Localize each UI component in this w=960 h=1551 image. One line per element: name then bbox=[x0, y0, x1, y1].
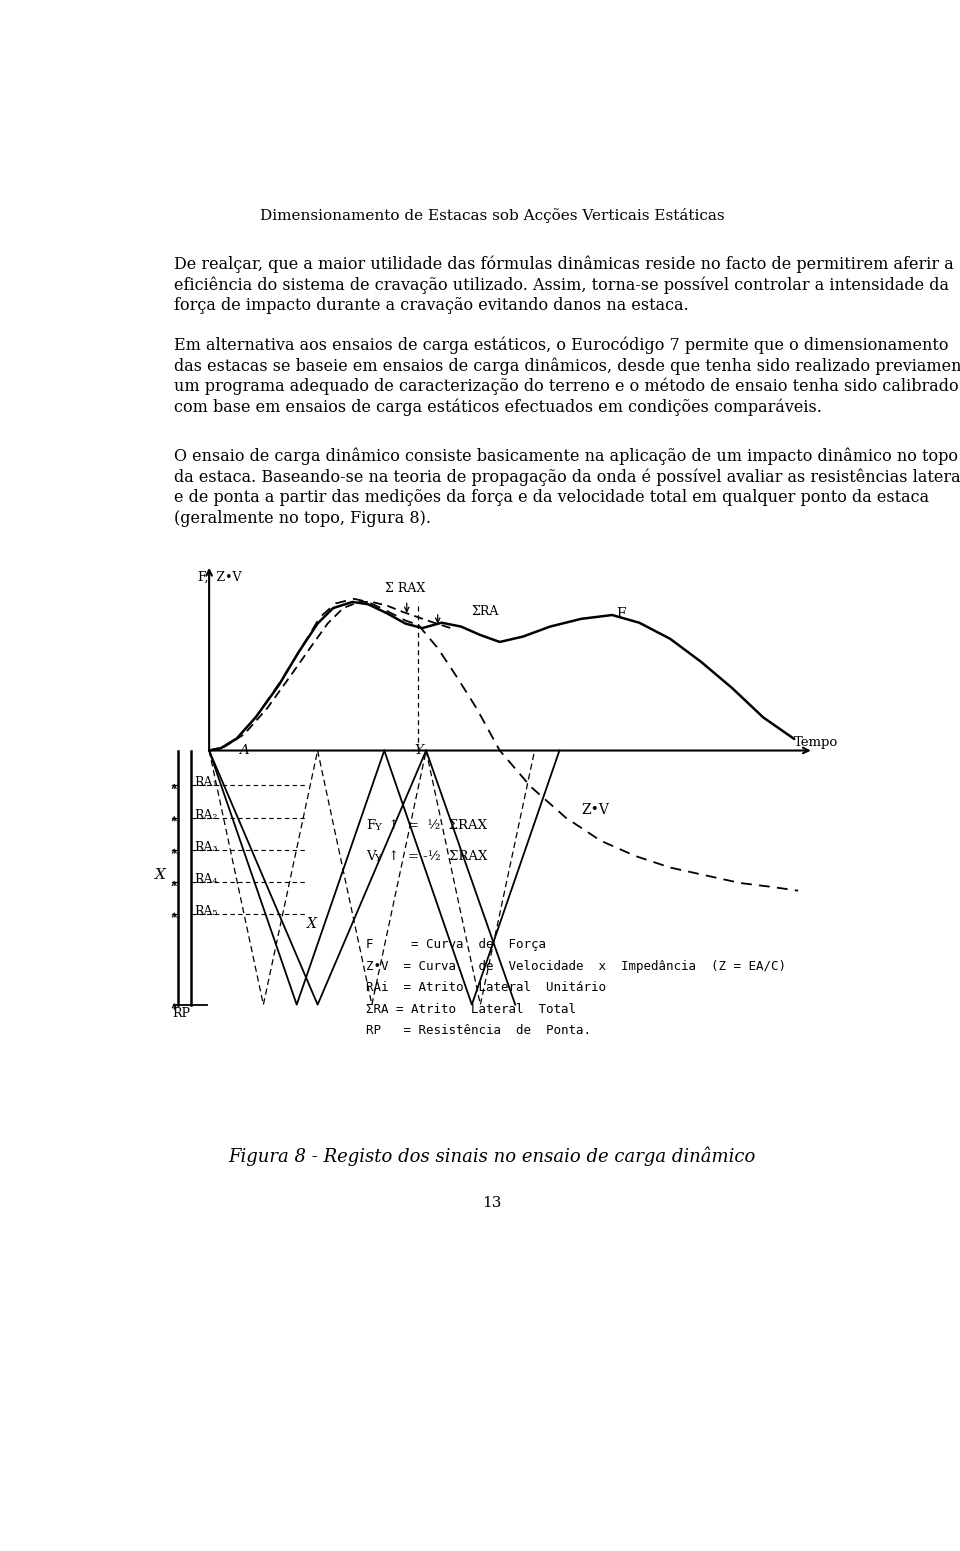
Text: um programa adequado de caracterização do terreno e o método de ensaio tenha sid: um programa adequado de caracterização d… bbox=[175, 378, 959, 396]
Text: F     = Curva  de  Força: F = Curva de Força bbox=[367, 938, 546, 951]
Text: Y: Y bbox=[414, 743, 422, 757]
Text: Y: Y bbox=[374, 824, 381, 831]
Text: (geralmente no topo, Figura 8).: (geralmente no topo, Figura 8). bbox=[175, 510, 431, 527]
Text: Dimensionamento de Estacas sob Acções Verticais Estáticas: Dimensionamento de Estacas sob Acções Ve… bbox=[260, 208, 724, 223]
Text: eficiência do sistema de cravação utilizado. Assim, torna-se possível controlar : eficiência do sistema de cravação utiliz… bbox=[175, 276, 949, 293]
Text: da estaca. Baseando-se na teoria de propagação da onda é possível avaliar as res: da estaca. Baseando-se na teoria de prop… bbox=[175, 468, 960, 485]
Text: F,  Z•V: F, Z•V bbox=[198, 571, 241, 585]
Text: RA₅: RA₅ bbox=[194, 904, 218, 918]
Text: O ensaio de carga dinâmico consiste basicamente na aplicação de um impacto dinâm: O ensaio de carga dinâmico consiste basi… bbox=[175, 448, 958, 465]
Text: Tempo: Tempo bbox=[794, 735, 838, 749]
Text: RA₂: RA₂ bbox=[194, 808, 218, 822]
Text: e de ponta a partir das medições da força e da velocidade total em qualquer pont: e de ponta a partir das medições da forç… bbox=[175, 490, 929, 507]
Text: X: X bbox=[155, 869, 166, 883]
Text: RA₁: RA₁ bbox=[194, 777, 218, 789]
Text: com base em ensaios de carga estáticos efectuados em condições comparáveis.: com base em ensaios de carga estáticos e… bbox=[175, 399, 822, 416]
Text: V: V bbox=[367, 850, 376, 862]
Text: RA₄: RA₄ bbox=[194, 873, 218, 886]
Text: Σ RAX: Σ RAX bbox=[385, 582, 425, 594]
Text: De realçar, que a maior utilidade das fórmulas dinâmicas reside no facto de perm: De realçar, que a maior utilidade das fó… bbox=[175, 256, 954, 273]
Text: F: F bbox=[367, 819, 375, 831]
Text: força de impacto durante a cravação evitando danos na estaca.: força de impacto durante a cravação evit… bbox=[175, 296, 689, 313]
Text: RA₃: RA₃ bbox=[194, 841, 218, 855]
Text: Figura 8 - Registo dos sinais no ensaio de carga dinâmico: Figura 8 - Registo dos sinais no ensaio … bbox=[228, 1146, 756, 1166]
Text: ↑  =  ½  ΣRAX: ↑ = ½ ΣRAX bbox=[383, 819, 487, 831]
Text: Z•V  = Curva   de  Velocidade  x  Impedância  (Z = EA/C): Z•V = Curva de Velocidade x Impedância (… bbox=[367, 960, 786, 972]
Text: X: X bbox=[307, 917, 317, 931]
Text: ΣRA: ΣRA bbox=[471, 605, 498, 617]
Text: Y: Y bbox=[374, 855, 381, 862]
Text: ↑  = -½  ΣRAX: ↑ = -½ ΣRAX bbox=[383, 850, 487, 862]
Text: RP   = Resistência  de  Ponta.: RP = Resistência de Ponta. bbox=[367, 1024, 591, 1038]
Text: Em alternativa aos ensaios de carga estáticos, o Eurocódigo 7 permite que o dime: Em alternativa aos ensaios de carga está… bbox=[175, 337, 948, 354]
Text: A: A bbox=[239, 743, 249, 757]
Text: F: F bbox=[616, 608, 626, 622]
Text: RAi  = Atrito  Lateral  Unitário: RAi = Atrito Lateral Unitário bbox=[367, 982, 607, 994]
Text: RP: RP bbox=[172, 1007, 190, 1021]
Text: ΣRA = Atrito  Lateral  Total: ΣRA = Atrito Lateral Total bbox=[367, 1003, 576, 1016]
Text: Z•V: Z•V bbox=[581, 803, 609, 817]
Text: das estacas se baseie em ensaios de carga dinâmicos, desde que tenha sido realiz: das estacas se baseie em ensaios de carg… bbox=[175, 357, 960, 374]
Text: 13: 13 bbox=[482, 1196, 502, 1210]
